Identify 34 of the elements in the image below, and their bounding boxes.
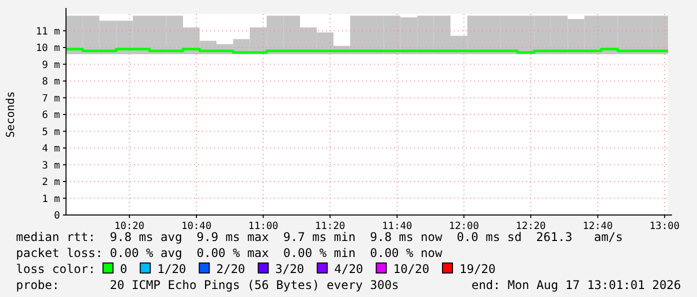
x-tick-label: 12:40	[582, 221, 613, 232]
y-tick-label: 2 m	[42, 177, 60, 188]
y-tick-label: 6 m	[42, 110, 60, 121]
x-tick-label: 12:00	[448, 221, 479, 232]
y-tick-label: 1 m	[42, 194, 60, 205]
y-tick-label: 7 m	[42, 93, 60, 104]
legend-title: loss color:	[16, 262, 96, 276]
x-tick-label: 12:20	[516, 221, 546, 232]
x-tick-label: 10:20	[114, 221, 144, 232]
legend-label: 19/20	[460, 262, 496, 276]
legend-label: 1/20	[157, 262, 186, 276]
x-tick-label: 10:40	[181, 221, 212, 232]
legend-label: 3/20	[275, 262, 304, 276]
legend-label: 4/20	[334, 262, 364, 276]
y-tick-label: 10 m	[36, 43, 60, 54]
x-tick-label: 13:00	[650, 221, 680, 232]
text: end: Mon Aug 17 13:01:01 2026	[471, 278, 681, 292]
legend-label: 10/20	[393, 262, 430, 276]
y-axis-title: Seconds	[4, 91, 17, 138]
y-tick-label: 3 m	[42, 160, 60, 172]
text: median rtt: 9.8 ms avg 9.9 ms max 9.7 ms min 9.8 ms now 0.0 ms sd 261.3 am/s	[16, 230, 623, 244]
y-tick-label: 4 m	[42, 144, 60, 154]
y-tick-label: 11 m	[36, 26, 60, 38]
x-tick-label: 11:00	[248, 221, 278, 232]
y-tick-label: 9 m	[42, 60, 60, 71]
y-tick-label: 8 m	[42, 76, 60, 88]
text: probe: 20 ICMP Echo Pings (56 Bytes) every 300s	[16, 278, 399, 292]
y-tick-label: 0	[54, 210, 60, 222]
y-tick-label: 5 m	[42, 126, 60, 138]
x-tick-label: 11:20	[315, 221, 346, 232]
x-tick-label: 11:40	[382, 221, 412, 232]
legend-label: 0	[120, 262, 128, 276]
text: packet loss: 0.00 % avg 0.00 % max 0.00 % min 0.00 % now	[16, 246, 444, 260]
legend-label: 2/20	[216, 262, 246, 276]
